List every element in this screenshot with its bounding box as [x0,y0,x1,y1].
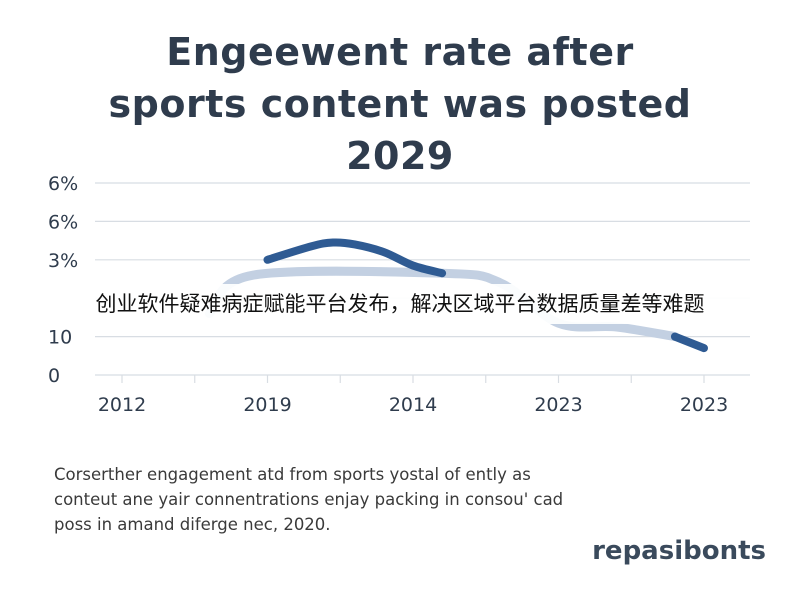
series-line-2 [670,332,708,353]
y-tick-label-5: 0 [48,365,60,387]
chart-title-line-2: sports content was posted [108,82,692,126]
x-tick-label-4: 2023 [680,394,728,416]
chart-title-line-1: Engeewent rate after [166,30,634,74]
y-tick-label-2: 3% [48,250,78,272]
x-tick-label-0: 2012 [98,394,146,416]
overlay-banner-text: 创业软件疑难病症赋能平台发布，解决区域平台数据质量差等难题 [0,284,800,324]
x-tick-label-1: 2019 [243,394,291,416]
y-tick-label-1: 6% [48,211,78,233]
y-tick-label-0: 6% [48,173,78,195]
chart-title: Engeewent rate after sports content was … [0,26,800,182]
footer-logo-text: repasibonts [592,536,766,566]
x-tick-label-3: 2023 [534,394,582,416]
chart-title-line-3: 2029 [346,134,454,178]
caption-line-1: Corserther engagement atd from sports yo… [54,465,531,484]
chart-caption: Corserther engagement atd from sports yo… [54,462,774,537]
series-line-0 [263,238,447,278]
caption-line-2: conteut ane yair connentrations enjay pa… [54,490,564,509]
x-tick-label-2: 2014 [389,394,437,416]
series-line-1 [204,266,680,342]
caption-line-3: poss in amand diferge nec, 2020. [54,515,331,534]
y-tick-label-4: 10 [48,327,72,349]
